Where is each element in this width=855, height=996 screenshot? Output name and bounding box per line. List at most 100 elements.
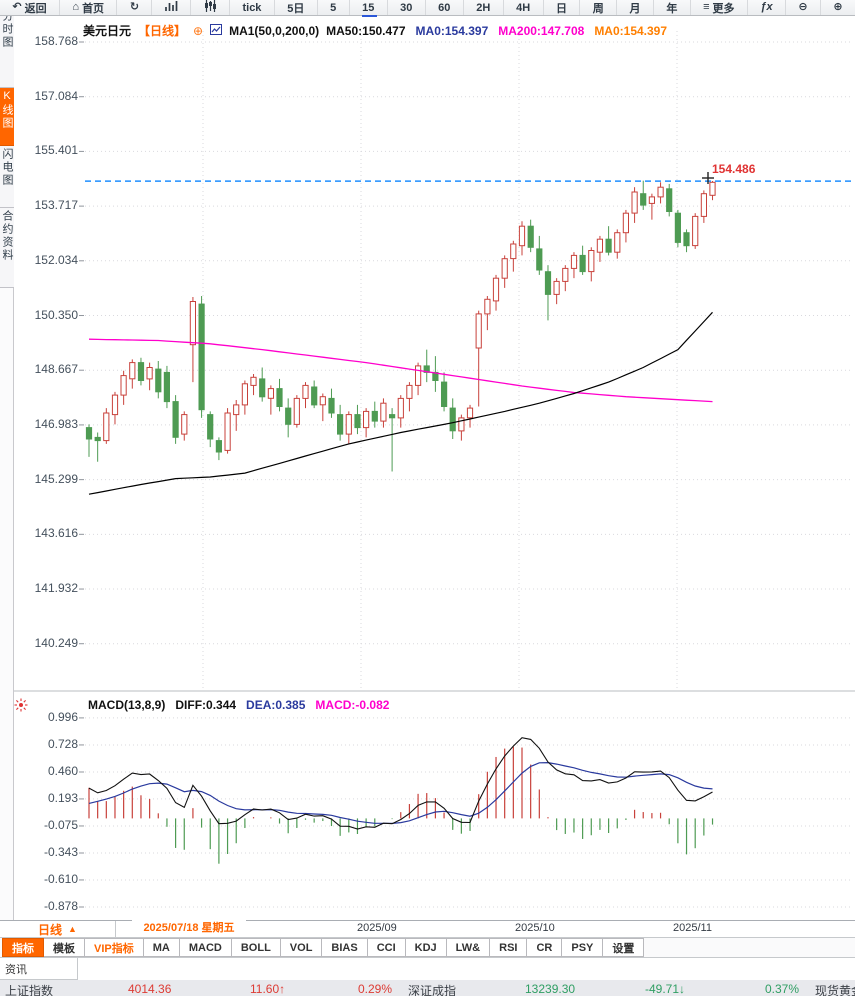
zoom-in-icon: ⊕ [833,1,843,13]
price-axis-label: 146.983 [34,416,78,431]
indicator-tab-boll[interactable]: BOLL [231,938,281,957]
toolbar-label: 日 [555,2,567,15]
toolbar-button-home[interactable]: ⌂ 首页 [60,0,118,15]
toolbar-button-5d[interactable]: 5日 [275,0,318,15]
toolbar-label: 首页 [82,2,105,15]
ma-settings-label: MA1(50,0,200,0) [229,23,320,38]
add-indicator-icon[interactable]: ⊕ [193,23,204,38]
price-axis-label: 155.401 [34,143,78,158]
toolbar-button-4h[interactable]: 4H [504,0,544,15]
toolbar-button-back[interactable]: ↶ 返回 [0,0,61,15]
indicator-tab-bar: 指标 模板 VIP指标 MA MACD BOLL VOL BIAS CCI KDJ LW& RSI CR… [0,937,855,957]
macd-value-label: DIFF:0.344 [175,698,237,712]
ma-value-label: MA200:147.708 [498,23,585,38]
toolbar-button-60m[interactable]: 60 [426,0,464,15]
ticker-change: 11.60↑ [250,982,286,996]
indicator-tab-vol[interactable]: VOL [280,938,323,957]
macd-axis-label: 0.996 [47,709,78,724]
macd-title: MACD(13,8,9) [88,698,166,712]
toolbar-label: 5 [330,1,337,14]
toolbar-button-tick[interactable]: tick [230,0,275,15]
ticker-name: 现货黄金 [815,984,855,996]
toolbar-label: 5日 [287,2,305,15]
macd-axis-label: -0.610 [43,871,78,886]
ticker-name: 深证成指 [408,984,457,996]
symbol-name: 美元日元 [83,24,132,38]
zoom-out-icon: ⊖ [798,1,808,13]
market-ticker-bar[interactable]: 上证指数 4014.36 11.60↑ 0.29% 深证成指 13239.30 -49.71… [0,980,855,996]
toolbar-button-zoom-out[interactable]: ⊖ [786,0,822,15]
indicator-tab-psy[interactable]: PSY [562,938,604,957]
toolbar-label: 4H [516,1,531,14]
bar-chart-icon [165,0,178,15]
chart-type-sidebar: 分时图 K线图 闪电图合约资料 [0,16,14,920]
indicator-tab-cci[interactable]: CCI [367,938,406,957]
indicator-tab-templates[interactable]: 模板 [44,938,85,957]
ticker-value: 13239.30 [525,982,576,996]
indicator-tab-settings[interactable]: 设置 [603,938,645,957]
sidebar-tab-lightning-chart[interactable]: 闪电图 [0,146,14,208]
toolbar-button-15m[interactable]: 15 [350,0,388,15]
toolbar-label: tick [242,1,262,14]
price-axis-label: 140.249 [34,635,78,650]
date-axis-label: 2025/09 [357,922,397,934]
macd-axis-label: -0.075 [43,817,78,832]
indicator-tab-bias[interactable]: BIAS [322,938,368,957]
indicator-alert-sun-icon[interactable] [14,698,28,717]
tab-news[interactable]: 资讯 [0,958,78,980]
ma-value-label: MA0:154.397 [415,23,489,38]
indicator-tab-ma[interactable]: MA [143,938,180,957]
toolbar-button-fx[interactable]: ƒx [748,0,786,15]
chevron-up-icon: ▲ [68,924,77,934]
toolbar-button-refresh[interactable]: ↻ [117,0,153,15]
top-toolbar: ↶ 返回 ⌂ 首页 ↻ tick 5日 5 15 30 60 2H 4H 日周月年 ≡ 更多 ƒx ⊖ ⊕ [0,0,855,16]
indicator-tab-lw[interactable]: LW& [446,938,491,957]
price-axis-label: 157.084 [34,88,78,103]
sidebar-tab-label: 合约资料 [1,210,13,262]
date-axis-row: 日线 ▲ [0,920,855,937]
toolbar-button-bar-chart[interactable] [152,0,192,15]
indicator-tab-macd[interactable]: MACD [179,938,232,957]
indicator-tab-indicators[interactable]: 指标 [2,938,44,957]
indicator-tab-kdj[interactable]: KDJ [405,938,447,957]
toolbar-label: 返回 [24,2,47,15]
toolbar-label: 15 [362,1,375,14]
toolbar-button-5m[interactable]: 5 [318,0,350,15]
sidebar-tab-time-chart[interactable]: 分时图 [0,16,14,88]
sidebar-tab-contract-info[interactable]: 合约资料 [0,208,14,288]
toolbar-button-30m[interactable]: 30 [388,0,426,15]
indicator-tab-cr[interactable]: CR [527,938,563,957]
menu-icon: ≡ [703,1,710,13]
macd-value-label: DEA:0.385 [246,698,306,712]
refresh-icon: ↻ [129,1,140,13]
toolbar-button-2h[interactable]: 2H [464,0,504,15]
mini-chart-icon [210,23,223,38]
toolbar-button-year[interactable]: 年 [654,0,691,15]
macd-header: MACD(13,8,9) DIFF:0.344 DEA:0.385 MACD:-0.… [88,698,389,712]
period-active-indicator [362,15,377,17]
toolbar-label: 年 [666,2,678,15]
toolbar-button-week[interactable]: 周 [580,0,618,15]
sidebar-tab-kline-chart[interactable]: K线图 [0,88,14,146]
price-axis-label: 143.616 [34,526,78,541]
ticker-value: 4014.36 [128,982,172,996]
price-axis-label: 150.350 [34,307,78,322]
toolbar-button-zoom-in[interactable]: ⊕ [821,0,855,15]
toolbar-label: 30 [400,1,413,14]
date-axis-label: 2025/10 [515,922,555,934]
toolbar-button-more[interactable]: ≡ 更多 [691,0,748,15]
macd-axis-label: 0.193 [47,790,78,805]
macd-axis-label: 0.728 [47,736,78,751]
toolbar-button-day[interactable]: 日 [544,0,581,15]
toolbar-button-candlestick[interactable] [191,0,231,15]
date-axis-label: 2025/11 [673,922,712,934]
ticker-pct: 0.37% [765,982,800,996]
toolbar-button-month[interactable]: 月 [617,0,654,15]
macd-axis-label: 0.460 [47,763,78,778]
chart-header: 美元日元 【日线】 ⊕ MA1(50,0,200,0) MA50:150.477… [83,22,667,39]
indicator-tab-vip-indicators[interactable]: VIP指标 [85,938,144,957]
toolbar-label: 2H [476,1,491,14]
period-selector[interactable]: 日线 ▲ [0,921,116,937]
indicator-tab-rsi[interactable]: RSI [490,938,528,957]
